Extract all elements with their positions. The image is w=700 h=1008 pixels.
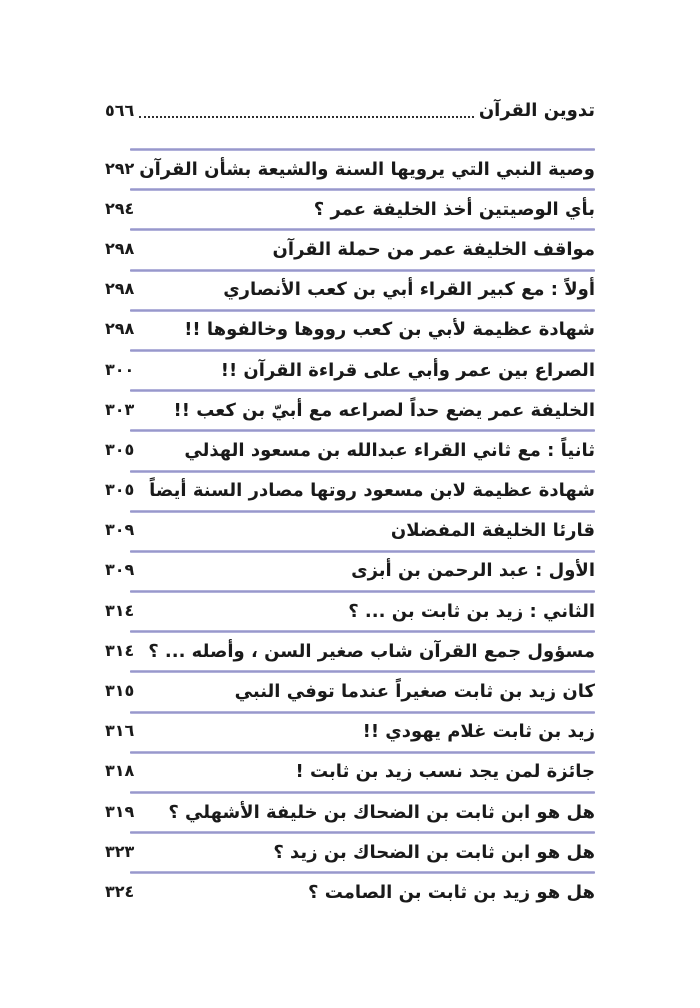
toc-entry: قارئا الخليفة المفضلان ٣٠٩ (105, 509, 595, 550)
toc-entry-title: زيد بن ثابت غلام يهودي !! (362, 721, 595, 743)
toc-entry-page-number: ٣٠٠ (105, 359, 135, 379)
toc-entry-page-number: ٢٩٨ (105, 238, 135, 258)
toc-entry-title: مسؤول جمع القرآن شاب صغير السن ، وأصله .… (148, 640, 595, 662)
toc-entry: شهادة عظيمة لابن مسعود روتها مصادر السنة… (105, 469, 595, 510)
toc-entry: مسؤول جمع القرآن شاب صغير السن ، وأصله .… (105, 630, 595, 670)
toc-entry-page-number: ٣٠٥ (105, 439, 135, 459)
toc-entry-title: مواقف الخليفة عمر من حملة القرآن (272, 238, 595, 260)
toc-entry-page-number: ٣٠٩ (105, 520, 135, 540)
toc-entry-title: الصراع بين عمر وأبي على قراءة القرآن !! (220, 359, 595, 381)
toc-entry-title: بأي الوصيتين أخذ الخليفة عمر ؟ (313, 198, 595, 220)
separator-line (130, 871, 595, 875)
toc-entry-page-number: ٣٢٣ (105, 841, 135, 861)
toc-entry: ثانياً : مع ثاني القراء عبدالله بن مسعود… (105, 429, 595, 469)
toc-entry-title: ثانياً : مع ثاني القراء عبدالله بن مسعود… (184, 439, 595, 461)
toc-entry-title: الخليفة عمر يضع حداً لصراعه مع أبيّ بن ك… (173, 399, 595, 421)
toc-entry: الأول : عبد الرحمن بن أبزى ٣٠٩ (105, 549, 595, 590)
page-content: تدوين القرآن ٥٦٦ وصية النبي التي يرويها … (105, 94, 595, 912)
toc-entry-page-number: ٣٠٥ (105, 480, 135, 500)
separator-line (130, 670, 595, 674)
dotted-leader (139, 116, 474, 118)
separator-line (130, 831, 595, 835)
toc-list: وصية النبي التي يرويها السنة والشيعة بشأ… (105, 148, 595, 912)
toc-entry-page-number: ٢٩٨ (105, 279, 135, 299)
toc-entry-page-number: ٣٢٤ (105, 881, 135, 901)
toc-entry-title: شهادة عظيمة لأبي بن كعب رووها وخالفوها !… (184, 319, 595, 341)
toc-entry: كان زيد بن ثابت صغيراً عندما توفي النبي … (105, 670, 595, 710)
toc-entry-title: الأول : عبد الرحمن بن أبزى (351, 560, 595, 582)
toc-entry: وصية النبي التي يرويها السنة والشيعة بشأ… (105, 148, 595, 188)
toc-entry: الثاني : زيد بن ثابت بن ... ؟ ٣١٤ (105, 590, 595, 630)
toc-entry-page-number: ٢٩٢ (105, 158, 135, 178)
toc-entry: بأي الوصيتين أخذ الخليفة عمر ؟ ٢٩٤ (105, 188, 595, 228)
toc-entry-page-number: ٢٩٤ (105, 198, 135, 218)
separator-line (130, 469, 595, 473)
toc-entry-title: أولاً : مع كبير القراء أبي بن كعب الأنصا… (223, 279, 595, 301)
separator-line (130, 630, 595, 634)
toc-entry: هل هو ابن ثابت بن الضحاك بن زيد ؟ ٣٢٣ (105, 831, 595, 871)
separator-line (130, 268, 595, 272)
toc-entry-title: قارئا الخليفة المفضلان (390, 520, 595, 542)
toc-entry-page-number: ٣١٨ (105, 761, 135, 781)
separator-line (130, 509, 595, 513)
toc-entry-page-number: ٣٠٩ (105, 560, 135, 580)
toc-entry-title: شهادة عظيمة لابن مسعود روتها مصادر السنة… (149, 480, 595, 502)
toc-entry-title: الثاني : زيد بن ثابت بن ... ؟ (348, 600, 595, 622)
header-page-number: ٥٦٦ (105, 100, 135, 120)
toc-entry: جائزة لمن يجد نسب زيد بن ثابت ! ٣١٨ (105, 750, 595, 791)
page-header: تدوين القرآن ٥٦٦ (105, 94, 595, 126)
separator-line (130, 228, 595, 232)
header-title: تدوين القرآن (478, 99, 595, 121)
separator-line (130, 188, 595, 192)
toc-entry: الخليفة عمر يضع حداً لصراعه مع أبيّ بن ك… (105, 389, 595, 429)
separator-line (130, 148, 595, 151)
separator-line (130, 710, 595, 714)
toc-entry: زيد بن ثابت غلام يهودي !! ٣١٦ (105, 710, 595, 751)
toc-entry-title: كان زيد بن ثابت صغيراً عندما توفي النبي (234, 681, 595, 703)
toc-entry: مواقف الخليفة عمر من حملة القرآن ٢٩٨ (105, 228, 595, 268)
toc-entry-page-number: ٣١٩ (105, 801, 135, 821)
toc-entry-page-number: ٣٠٣ (105, 399, 135, 419)
separator-line (130, 429, 595, 433)
toc-entry: هل هو زيد بن ثابت بن الصامت ؟ ٣٢٤ (105, 871, 595, 911)
separator-line (130, 750, 595, 754)
toc-entry-title: هل هو زيد بن ثابت بن الصامت ؟ (307, 881, 595, 903)
toc-entry: أولاً : مع كبير القراء أبي بن كعب الأنصا… (105, 268, 595, 309)
toc-entry: شهادة عظيمة لأبي بن كعب رووها وخالفوها !… (105, 308, 595, 349)
toc-entry-page-number: ٣١٥ (105, 681, 135, 701)
separator-line (130, 348, 595, 352)
toc-entry-page-number: ٣١٦ (105, 721, 135, 741)
separator-line (130, 791, 595, 794)
separator-line (130, 549, 595, 553)
toc-entry-title: وصية النبي التي يرويها السنة والشيعة بشأ… (139, 158, 595, 180)
toc-entry-title: هل هو ابن ثابت بن الضحاك بن زيد ؟ (273, 841, 595, 863)
toc-entry: هل هو ابن ثابت بن الضحاك بن خليفة الأشهل… (105, 791, 595, 831)
toc-entry-title: هل هو ابن ثابت بن الضحاك بن خليفة الأشهل… (168, 801, 595, 823)
separator-line (130, 389, 595, 393)
separator-line (130, 590, 595, 594)
toc-entry-page-number: ٣١٤ (105, 640, 135, 660)
toc-entry-page-number: ٢٩٨ (105, 319, 135, 339)
toc-entry-page-number: ٣١٤ (105, 600, 135, 620)
toc-entry: الصراع بين عمر وأبي على قراءة القرآن !! … (105, 348, 595, 389)
separator-line (130, 308, 595, 312)
toc-entry-title: جائزة لمن يجد نسب زيد بن ثابت ! (295, 761, 595, 783)
